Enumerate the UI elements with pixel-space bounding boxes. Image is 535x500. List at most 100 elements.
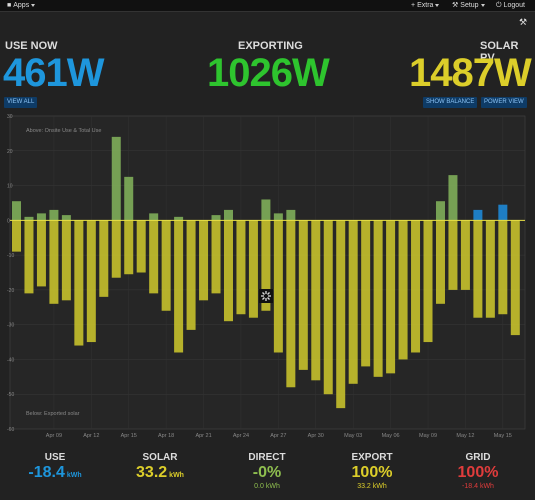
x-tick-label: May 09 xyxy=(419,433,437,439)
bar-onsite-use[interactable] xyxy=(435,201,445,221)
bar-solar[interactable] xyxy=(99,220,109,297)
bar-solar[interactable] xyxy=(248,220,258,318)
bar-onsite-use[interactable] xyxy=(448,175,458,221)
bar-onsite-use[interactable] xyxy=(261,199,271,221)
x-tick-label: May 06 xyxy=(382,433,400,439)
top-navbar: ■ Apps + Extra ⚒ Setup ⏻ Logout xyxy=(0,0,535,12)
bar-solar[interactable] xyxy=(435,220,445,304)
bar-solar[interactable] xyxy=(86,220,96,343)
bar-onsite-use[interactable] xyxy=(24,216,34,221)
summary-export-value: 100% xyxy=(351,464,393,481)
summary-direct: DIRECT -0% 0.0 kWh xyxy=(217,452,317,490)
apps-menu-label: Apps xyxy=(13,2,30,9)
bar-solar[interactable] xyxy=(448,220,458,290)
x-tick-label: Apr 21 xyxy=(195,433,211,439)
bar-solar[interactable] xyxy=(411,220,421,353)
bar-solar[interactable] xyxy=(398,220,408,360)
view-all-button[interactable]: VIEW ALL xyxy=(4,97,38,108)
bar-solar[interactable] xyxy=(473,220,483,318)
bar-solar[interactable] xyxy=(386,220,396,374)
bar-solar[interactable] xyxy=(261,220,271,311)
show-balance-button[interactable]: SHOW BALANCE xyxy=(423,97,478,108)
config-wrench-icon[interactable]: ⚒ xyxy=(519,17,528,27)
bar-solar[interactable] xyxy=(74,220,84,346)
bar-solar[interactable] xyxy=(199,220,209,301)
bar-solar[interactable] xyxy=(111,220,121,278)
bar-onsite-use[interactable] xyxy=(61,215,71,221)
bar-onsite-use[interactable] xyxy=(211,215,221,221)
bar-solar[interactable] xyxy=(311,220,321,381)
y-tick-label: 30 xyxy=(7,114,13,120)
logout-link[interactable]: ⏻ Logout xyxy=(496,1,525,10)
summary-use: USE -18.4 kWh xyxy=(5,452,105,482)
chevron-down-icon xyxy=(435,3,440,7)
x-tick-label: May 15 xyxy=(494,433,512,439)
bar-solar[interactable] xyxy=(12,220,21,252)
setup-menu[interactable]: ⚒ Setup xyxy=(452,1,485,10)
bar-solar[interactable] xyxy=(36,220,46,287)
summary-solar: SOLAR 33.2 kWh xyxy=(110,452,210,482)
summary-solar-label: SOLAR xyxy=(142,452,178,463)
bar-solar[interactable] xyxy=(460,220,470,290)
bar-onsite-use[interactable] xyxy=(149,213,159,221)
loading-spinner-icon xyxy=(259,289,273,303)
summary-solar-unit: kWh xyxy=(169,472,184,479)
bar-onsite-use[interactable] xyxy=(223,209,233,221)
apps-menu[interactable]: ■ Apps xyxy=(7,1,36,10)
x-tick-label: Apr 12 xyxy=(83,433,99,439)
chevron-down-icon xyxy=(31,3,36,7)
x-tick-label: Apr 24 xyxy=(233,433,249,439)
bar-solar[interactable] xyxy=(124,220,134,275)
bar-solar[interactable] xyxy=(323,220,333,395)
bar-onsite-use[interactable] xyxy=(273,213,283,221)
bar-onsite-use[interactable] xyxy=(174,216,184,221)
plus-icon: + xyxy=(411,2,416,9)
use-now-value: 461W xyxy=(3,51,104,95)
bar-solar[interactable] xyxy=(286,220,296,388)
logout-label: Logout xyxy=(503,2,525,9)
bar-grid[interactable] xyxy=(473,209,483,221)
power-view-button[interactable]: POWER VIEW xyxy=(481,97,527,108)
bar-solar[interactable] xyxy=(298,220,308,370)
bar-solar[interactable] xyxy=(149,220,159,294)
bar-solar[interactable] xyxy=(373,220,383,377)
apps-icon: ■ xyxy=(7,2,12,9)
power-icon: ⏻ xyxy=(496,2,502,9)
bar-grid[interactable] xyxy=(498,204,508,221)
bar-solar[interactable] xyxy=(485,220,495,318)
bar-solar[interactable] xyxy=(174,220,184,353)
x-tick-label: Apr 18 xyxy=(158,433,174,439)
bar-solar[interactable] xyxy=(49,220,59,304)
bar-solar[interactable] xyxy=(273,220,283,353)
bar-solar[interactable] xyxy=(236,220,246,315)
bar-onsite-use[interactable] xyxy=(111,136,121,221)
bar-onsite-use[interactable] xyxy=(36,213,46,221)
summary-solar-value: 33.2 xyxy=(136,464,168,481)
bar-solar[interactable] xyxy=(498,220,508,315)
bar-solar[interactable] xyxy=(223,220,233,322)
solar-pv-value: 1487W xyxy=(409,51,532,95)
bar-solar[interactable] xyxy=(136,220,146,273)
summary-export: EXPORT 100% 33.2 kWh xyxy=(322,452,422,490)
bar-solar[interactable] xyxy=(161,220,171,311)
bar-solar[interactable] xyxy=(336,220,346,409)
extra-menu[interactable]: + Extra xyxy=(411,1,440,10)
bar-solar[interactable] xyxy=(186,220,196,330)
bar-solar[interactable] xyxy=(348,220,358,384)
bar-solar[interactable] xyxy=(61,220,71,301)
bar-solar[interactable] xyxy=(423,220,433,343)
bar-solar[interactable] xyxy=(510,220,520,336)
bar-solar[interactable] xyxy=(211,220,221,294)
chevron-down-icon xyxy=(480,3,485,7)
x-axis-ticks: Apr 09 Apr 12 Apr 15 Apr 18 Apr 21 Apr 24 Apr … xyxy=(46,433,512,439)
bar-onsite-use[interactable] xyxy=(49,209,59,221)
summary-direct-value: -0% xyxy=(252,464,282,481)
bar-onsite-use[interactable] xyxy=(12,201,21,221)
y-tick-label: -30 xyxy=(7,323,14,329)
wrench-icon: ⚒ xyxy=(452,2,459,9)
bar-onsite-use[interactable] xyxy=(286,209,296,221)
bar-solar[interactable] xyxy=(361,220,371,367)
bar-solar[interactable] xyxy=(24,220,34,294)
bar-onsite-use[interactable] xyxy=(124,176,134,221)
